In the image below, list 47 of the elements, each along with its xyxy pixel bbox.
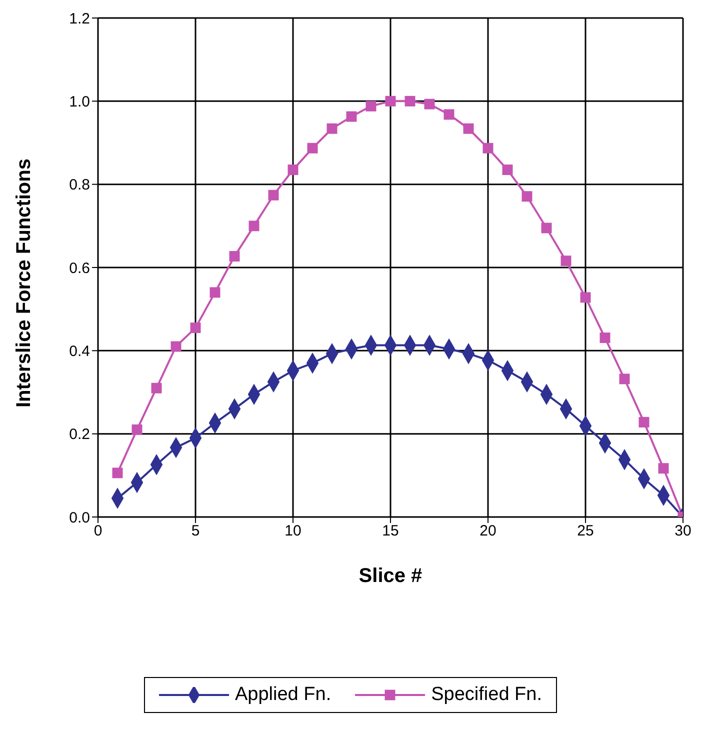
x-axis-title: Slice # xyxy=(358,565,422,587)
point xyxy=(600,332,610,344)
legend-label: Specified Fn. xyxy=(431,684,542,706)
x-tick-label: 25 xyxy=(577,522,594,540)
x-tick-label: 20 xyxy=(480,522,496,540)
legend-label: Applied Fn. xyxy=(234,684,332,706)
y-tick-label: 0.4 xyxy=(69,342,90,360)
point xyxy=(580,292,591,303)
y-tick-label: 0.2 xyxy=(69,426,90,444)
point xyxy=(268,190,279,200)
point xyxy=(326,123,338,134)
x-tick-label: 5 xyxy=(191,522,200,540)
point xyxy=(366,100,376,112)
point xyxy=(638,416,650,428)
y-axis-title: Interslice Force Functions xyxy=(13,158,36,408)
point xyxy=(112,468,123,478)
point xyxy=(385,96,396,106)
point xyxy=(522,191,532,202)
x-tick-label: 15 xyxy=(382,522,399,540)
point xyxy=(463,123,474,134)
x-tick-label: 10 xyxy=(284,522,302,540)
x-tick-label: 30 xyxy=(674,522,692,540)
point xyxy=(444,109,454,120)
point xyxy=(170,341,182,352)
point xyxy=(210,287,220,298)
y-tick-label: 1.2 xyxy=(69,10,90,28)
point xyxy=(404,96,416,106)
point xyxy=(151,382,162,394)
point xyxy=(248,220,260,232)
x-tick-label: 0 xyxy=(94,522,102,540)
y-tick-label: 0.0 xyxy=(69,509,90,526)
point xyxy=(658,463,669,474)
point xyxy=(346,111,357,122)
point xyxy=(424,98,435,110)
point xyxy=(229,251,240,262)
y-tick-label: 0.6 xyxy=(69,260,90,277)
point xyxy=(190,322,201,334)
point xyxy=(502,164,513,176)
point xyxy=(288,164,298,176)
point xyxy=(132,424,142,435)
y-tick-label: 1.0 xyxy=(69,93,90,110)
point xyxy=(541,222,552,234)
point xyxy=(307,142,318,154)
point xyxy=(619,374,630,384)
point xyxy=(482,142,494,154)
point xyxy=(560,256,572,266)
y-tick-label: 0.8 xyxy=(69,176,90,194)
